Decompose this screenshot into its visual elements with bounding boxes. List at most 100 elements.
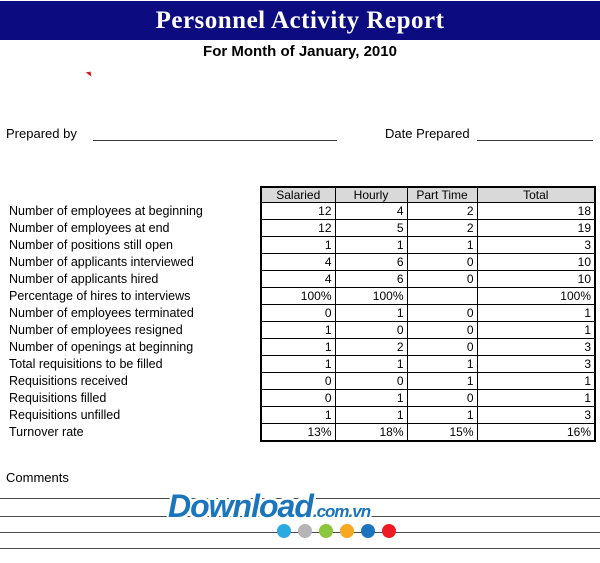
value-cell[interactable]: 100% (334, 287, 408, 305)
value-cell[interactable]: 0 (406, 253, 478, 271)
watermark-logo-suffix: .com.vn (312, 502, 371, 521)
row-label: Number of openings at beginning (9, 340, 194, 354)
column-header: Part Time (406, 186, 478, 203)
value-cell[interactable]: 1 (476, 321, 596, 339)
value-cell[interactable]: 1 (334, 304, 408, 322)
comments-line[interactable] (0, 498, 600, 499)
value-cell[interactable]: 0 (406, 321, 478, 339)
value-cell[interactable]: 3 (476, 355, 596, 373)
prepared-by-field[interactable] (93, 140, 337, 141)
column-header: Total (476, 186, 596, 203)
value-cell[interactable]: 3 (476, 406, 596, 424)
logo-dot (382, 524, 396, 538)
value-cell[interactable]: 12 (260, 219, 336, 237)
table-row: Number of applicants interviewed 4 6 0 10 (6, 253, 596, 271)
value-cell[interactable]: 10 (476, 270, 596, 288)
value-cell[interactable]: 2 (406, 219, 478, 237)
value-cell[interactable]: 4 (260, 270, 336, 288)
row-label: Requisitions received (9, 374, 128, 388)
header-spacer-cell (6, 187, 261, 203)
row-label: Turnover rate (9, 425, 84, 440)
row-label: Percentage of hires to interviews (9, 289, 191, 303)
row-label: Number of employees terminated (9, 306, 194, 320)
value-cell[interactable]: 100% (476, 287, 596, 305)
value-cell[interactable]: 0 (406, 338, 478, 356)
column-header: Salaried (260, 186, 336, 203)
value-cell[interactable]: 3 (476, 236, 596, 254)
value-cell[interactable]: 1 (260, 406, 336, 424)
report-table: Salaried Hourly Part Time Total Number of e… (6, 186, 596, 442)
row-label: Number of applicants hired (9, 272, 159, 286)
value-cell[interactable]: 100% (260, 287, 336, 305)
value-cell[interactable]: 18% (334, 423, 408, 442)
value-cell[interactable]: 1 (334, 236, 408, 254)
comments-line[interactable] (0, 516, 600, 517)
table-row: Requisitions unfilled 1 1 1 3 (6, 406, 596, 424)
value-cell[interactable]: 4 (260, 253, 336, 271)
value-cell[interactable]: 1 (406, 355, 478, 373)
value-cell[interactable]: 0 (334, 321, 408, 339)
table-row: Number of employees at beginning 12 4 2 18 (6, 202, 596, 220)
value-cell[interactable]: 4 (334, 202, 408, 220)
watermark-logo-text: Download (168, 488, 314, 524)
value-cell[interactable]: 6 (334, 270, 408, 288)
value-cell[interactable]: 0 (334, 372, 408, 390)
value-cell[interactable]: 1 (406, 236, 478, 254)
logo-dot (361, 524, 375, 538)
logo-dot (319, 524, 333, 538)
value-cell[interactable]: 16% (476, 423, 596, 442)
logo-dots (277, 524, 396, 538)
value-cell[interactable]: 12 (260, 202, 336, 220)
value-cell[interactable]: 5 (334, 219, 408, 237)
logo-dot (340, 524, 354, 538)
value-cell[interactable]: 1 (334, 406, 408, 424)
logo-dot (277, 524, 291, 538)
row-label: Number of applicants interviewed (9, 255, 194, 269)
value-cell[interactable]: 1 (476, 389, 596, 407)
date-prepared-field[interactable] (477, 140, 593, 141)
value-cell[interactable]: 1 (334, 389, 408, 407)
value-cell[interactable]: 15% (406, 423, 478, 442)
table-body: Number of employees at beginning 12 4 2 18 Nu… (6, 202, 596, 442)
comments-label: Comments (6, 470, 69, 485)
table-row: Number of positions still open 1 1 1 3 (6, 236, 596, 254)
value-cell[interactable]: 0 (260, 304, 336, 322)
value-cell[interactable]: 1 (334, 355, 408, 373)
value-cell[interactable]: 6 (334, 253, 408, 271)
value-cell[interactable]: 10 (476, 253, 596, 271)
table-row: Number of employees terminated 0 1 0 1 (6, 304, 596, 322)
table-row: Number of applicants hired 4 6 0 10 (6, 270, 596, 288)
value-cell[interactable]: 19 (476, 219, 596, 237)
value-cell[interactable]: 1 (260, 338, 336, 356)
value-cell[interactable]: 1 (260, 355, 336, 373)
value-cell[interactable]: 13% (260, 423, 336, 442)
value-cell[interactable]: 3 (476, 338, 596, 356)
value-cell[interactable]: 1 (476, 304, 596, 322)
row-label: Number of employees at end (9, 221, 170, 235)
value-cell[interactable]: 0 (406, 270, 478, 288)
row-label: Requisitions filled (9, 391, 107, 405)
prepared-by-label: Prepared by (6, 126, 77, 141)
table-row: Number of openings at beginning 1 2 0 3 (6, 338, 596, 356)
value-cell[interactable]: 1 (476, 372, 596, 390)
comments-line[interactable] (0, 548, 600, 549)
value-cell[interactable]: 2 (334, 338, 408, 356)
row-label: Total requisitions to be filled (9, 357, 163, 371)
value-cell[interactable]: 1 (406, 406, 478, 424)
value-cell[interactable]: 0 (260, 372, 336, 390)
value-cell[interactable]: 0 (260, 389, 336, 407)
value-cell[interactable]: 0 (406, 304, 478, 322)
row-label: Number of employees at beginning (9, 204, 203, 218)
table-header-row: Salaried Hourly Part Time Total (6, 186, 596, 203)
value-cell[interactable]: 0 (406, 389, 478, 407)
value-cell[interactable]: 18 (476, 202, 596, 220)
value-cell[interactable] (406, 287, 478, 305)
value-cell[interactable]: 1 (260, 321, 336, 339)
date-prepared-label: Date Prepared (385, 126, 470, 141)
title-banner: Personnel Activity Report (0, 1, 600, 40)
logo-dot (298, 524, 312, 538)
value-cell[interactable]: 1 (406, 372, 478, 390)
value-cell[interactable]: 2 (406, 202, 478, 220)
value-cell[interactable]: 1 (260, 236, 336, 254)
table-row: Percentage of hires to interviews 100% 100… (6, 287, 596, 305)
